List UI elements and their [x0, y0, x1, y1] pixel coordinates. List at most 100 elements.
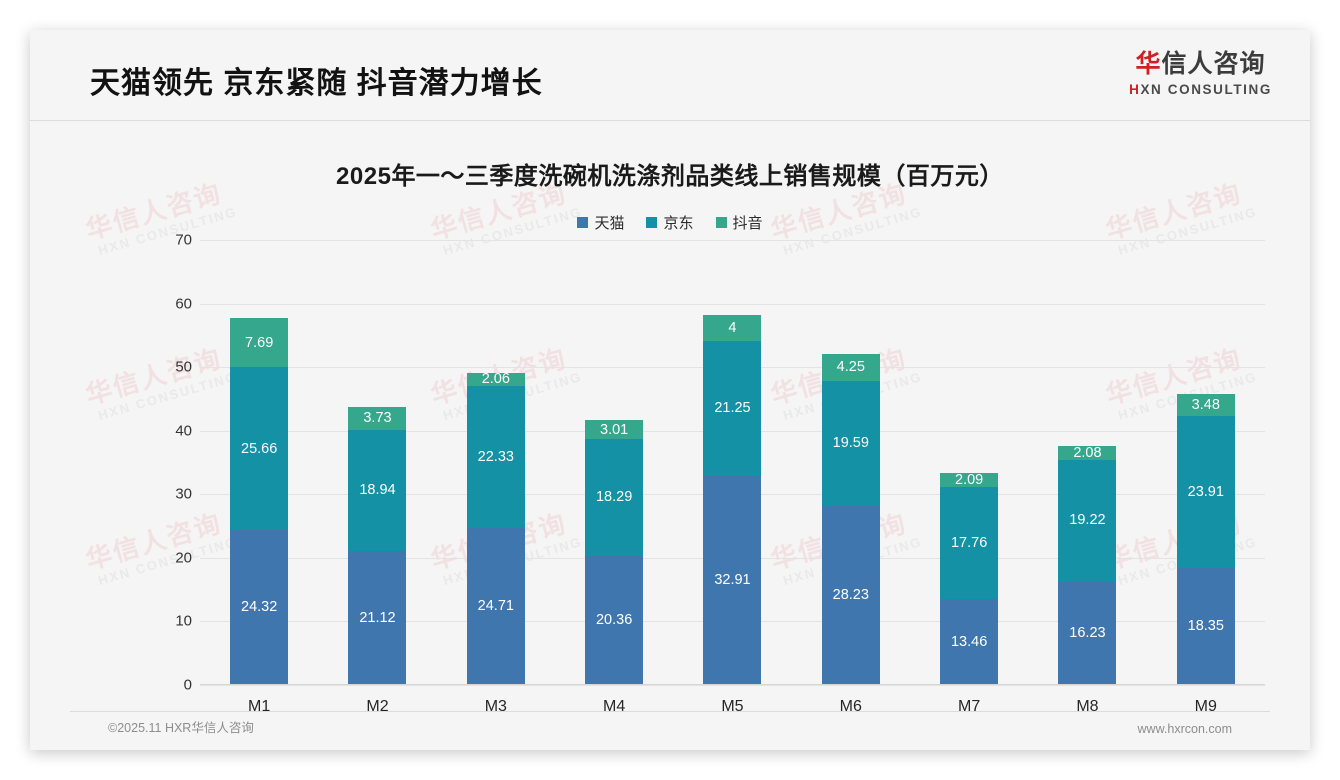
bar-segment-天猫-M7[interactable]: 13.46 [940, 599, 999, 685]
legend-label: 抖音 [732, 215, 763, 232]
bar-value-label: 18.35 [1187, 618, 1224, 635]
chart-bars: 7.69 25.66 24.32 3.73 18.94 21.12 2.06 22.33 24.… [200, 240, 1265, 685]
bar-value-label: 20.36 [595, 612, 633, 629]
bar-segment-抖音-M7[interactable]: 2.09 [940, 473, 999, 487]
bar-segment-抖音-M4[interactable]: 3.01 [585, 420, 644, 440]
bar-column-M7[interactable]: 2.09 17.76 13.46 [940, 240, 999, 685]
logo-en-rest: XN CONSULTING [1140, 82, 1272, 97]
bar-value-label: 25.66 [241, 440, 278, 457]
y-axis-tick-label: 0 [183, 676, 192, 694]
bar-segment-京东-M2[interactable]: 18.94 [348, 430, 407, 551]
x-axis-line [200, 684, 1265, 685]
legend-item-京东[interactable]: 京东 [646, 212, 694, 233]
slide-header: 天猫领先 京东紧随 抖音潜力增长 华信人咨询 HXN CONSULTING [30, 30, 1310, 120]
gridline [200, 685, 1265, 686]
bar-value-label: 32.91 [714, 572, 751, 589]
bar-segment-京东-M8[interactable]: 19.22 [1058, 459, 1117, 582]
x-axis-labels: M1 M2 M3 M4 M5 M6 M7 M8 M9 [200, 698, 1265, 716]
bar-value-label: 21.12 [359, 609, 396, 626]
bar-value-label: 24.32 [241, 599, 278, 616]
footer-divider [70, 711, 1270, 712]
bar-segment-天猫-M9[interactable]: 18.35 [1176, 568, 1235, 685]
bar-column-M8[interactable]: 2.08 19.22 16.23 [1058, 240, 1117, 685]
bar-segment-京东-M6[interactable]: 19.59 [821, 381, 880, 506]
bar-value-label: 19.22 [1069, 512, 1106, 529]
bar-segment-抖音-M6[interactable]: 4.25 [821, 354, 880, 382]
footer-website[interactable]: www.hxrcon.com [1137, 722, 1232, 736]
logo-cn-rest: 信人咨询 [1161, 50, 1266, 78]
y-axis-tick-label: 20 [175, 549, 192, 567]
chart-legend: 天猫 京东 抖音 [30, 212, 1310, 233]
bar-column-M3[interactable]: 2.06 22.33 24.71 [466, 240, 525, 685]
bar-segment-天猫-M3[interactable]: 24.71 [466, 527, 525, 685]
bar-segment-抖音-M1[interactable]: 7.69 [230, 318, 289, 368]
bar-value-label: 21.25 [714, 400, 751, 416]
footer-copyright: ©2025.11 HXR华信人咨询 [108, 721, 254, 735]
bar-value-label: 17.76 [950, 534, 988, 551]
x-axis-label-M1: M1 [248, 698, 271, 715]
bar-value-label: 18.94 [359, 482, 396, 499]
y-axis-tick-label: 10 [175, 612, 192, 630]
bar-segment-抖音-M8[interactable]: 2.08 [1058, 444, 1117, 461]
bar-value-label: 4.25 [836, 359, 865, 376]
bar-segment-天猫-M4[interactable]: 20.36 [585, 555, 644, 685]
bar-value-label: 2.06 [481, 371, 510, 388]
bar-segment-天猫-M6[interactable]: 28.23 [821, 505, 880, 685]
logo-chinese-text: 华信人咨询 [1129, 52, 1272, 77]
bar-segment-京东-M3[interactable]: 22.33 [466, 385, 525, 528]
x-axis-label-M3: M3 [484, 698, 507, 715]
bar-segment-天猫-M2[interactable]: 21.12 [348, 550, 407, 685]
bar-segment-京东-M9[interactable]: 23.91 [1176, 416, 1235, 569]
legend-label: 京东 [663, 215, 694, 232]
bar-segment-天猫-M8[interactable]: 16.23 [1058, 581, 1117, 685]
bar-column-M1[interactable]: 7.69 25.66 24.32 [230, 240, 289, 685]
bar-segment-京东-M5[interactable]: 21.25 [703, 340, 762, 476]
y-axis-tick-label: 40 [175, 422, 192, 440]
y-axis-tick-label: 30 [175, 485, 192, 503]
bar-value-label: 16.23 [1069, 625, 1106, 642]
bar-segment-抖音-M5[interactable]: 4 [703, 315, 762, 341]
bar-value-label: 18.29 [595, 489, 633, 506]
bar-column-M6[interactable]: 4.25 19.59 28.23 [821, 240, 880, 685]
y-axis-tick-label: 50 [175, 358, 192, 376]
bar-value-label: 3.73 [363, 410, 392, 427]
bar-segment-抖音-M3[interactable]: 2.06 [466, 371, 525, 388]
logo-en-red: H [1129, 82, 1141, 97]
bar-value-label: 22.33 [477, 448, 514, 465]
x-axis-label-M4: M4 [603, 698, 626, 715]
logo-english-text: HXN CONSULTING [1129, 82, 1272, 97]
bar-segment-京东-M7[interactable]: 17.76 [940, 486, 999, 600]
header-divider [30, 120, 1310, 121]
bar-segment-抖音-M2[interactable]: 3.73 [348, 406, 407, 431]
bar-value-label: 28.23 [832, 587, 869, 604]
chart-title: 2025年一～三季度洗碗机洗涤剂品类线上销售规模（百万元） [336, 163, 1004, 190]
bar-value-label: 24.71 [477, 598, 514, 615]
legend-item-抖音[interactable]: 抖音 [715, 212, 763, 233]
y-axis-tick-label: 70 [175, 231, 192, 249]
bar-value-label: 2.08 [1073, 444, 1102, 461]
gridline [200, 240, 1265, 241]
bar-value-label: 19.59 [832, 435, 869, 452]
y-axis-tick-label: 60 [175, 295, 192, 313]
company-logo: 华信人咨询 HXN CONSULTING [1129, 52, 1272, 98]
legend-item-天猫[interactable]: 天猫 [577, 212, 624, 233]
bar-value-label: 3.48 [1191, 397, 1220, 414]
bar-column-M5[interactable]: 4 21.25 32.91 [703, 240, 762, 685]
legend-swatch-icon [715, 217, 727, 228]
bar-segment-天猫-M5[interactable]: 32.91 [703, 475, 762, 685]
bar-value-label: 13.46 [950, 633, 988, 650]
bar-column-M2[interactable]: 3.73 18.94 21.12 [348, 240, 407, 685]
bar-value-label: 7.69 [245, 334, 274, 351]
bar-segment-京东-M1[interactable]: 25.66 [230, 367, 289, 531]
bar-column-M9[interactable]: 3.48 23.91 18.35 [1176, 240, 1235, 685]
bar-column-M4[interactable]: 3.01 18.29 20.36 [585, 240, 644, 685]
bar-segment-抖音-M9[interactable]: 3.48 [1176, 394, 1235, 417]
x-axis-label-M7: M7 [958, 698, 981, 715]
bar-segment-天猫-M1[interactable]: 24.32 [230, 530, 289, 685]
slide-card: 天猫领先 京东紧随 抖音潜力增长 华信人咨询 HXN CONSULTING 华信… [30, 30, 1310, 750]
legend-swatch-icon [646, 217, 658, 228]
page-title: 天猫领先 京东紧随 抖音潜力增长 [90, 67, 543, 100]
bar-value-label: 4 [728, 319, 737, 336]
legend-label: 天猫 [594, 215, 625, 232]
bar-segment-京东-M4[interactable]: 18.29 [585, 439, 644, 556]
